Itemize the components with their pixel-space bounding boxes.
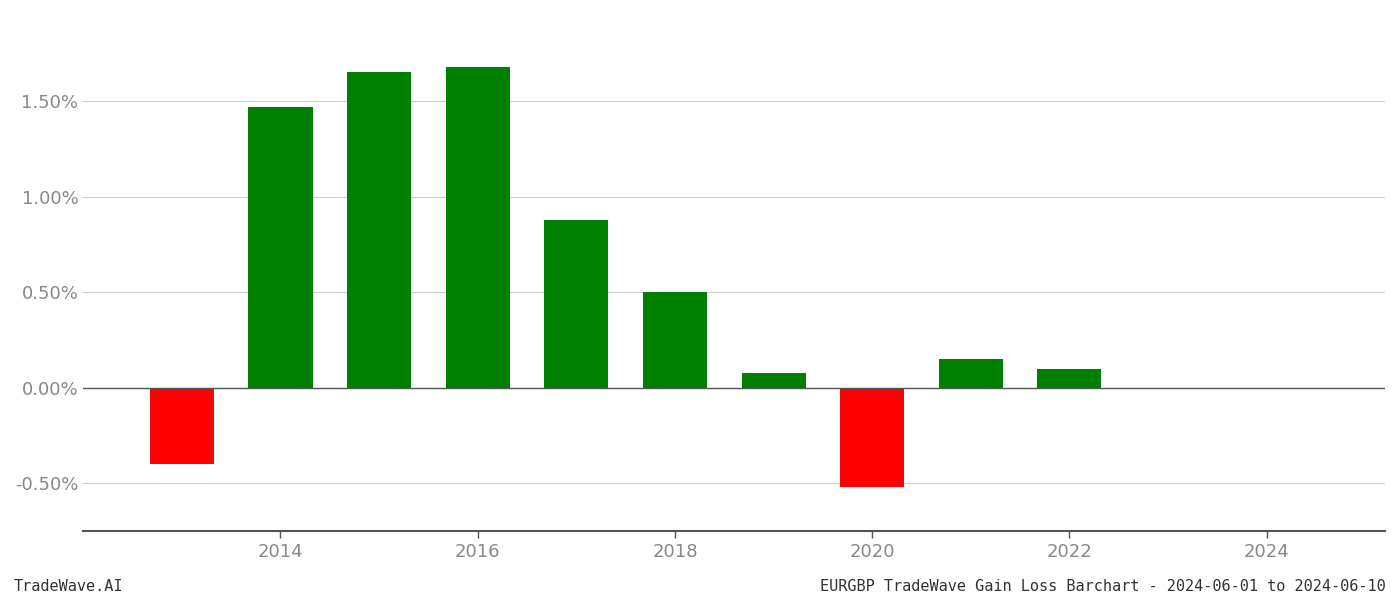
Text: EURGBP TradeWave Gain Loss Barchart - 2024-06-01 to 2024-06-10: EURGBP TradeWave Gain Loss Barchart - 20… <box>820 579 1386 594</box>
Text: TradeWave.AI: TradeWave.AI <box>14 579 123 594</box>
Bar <box>445 67 510 388</box>
Bar <box>1037 368 1102 388</box>
Bar <box>939 359 1002 388</box>
Bar <box>840 388 904 487</box>
Bar <box>150 388 214 464</box>
Bar <box>248 107 312 388</box>
Bar <box>545 220 609 388</box>
Bar <box>742 373 805 388</box>
Bar <box>347 73 412 388</box>
Bar <box>643 292 707 388</box>
